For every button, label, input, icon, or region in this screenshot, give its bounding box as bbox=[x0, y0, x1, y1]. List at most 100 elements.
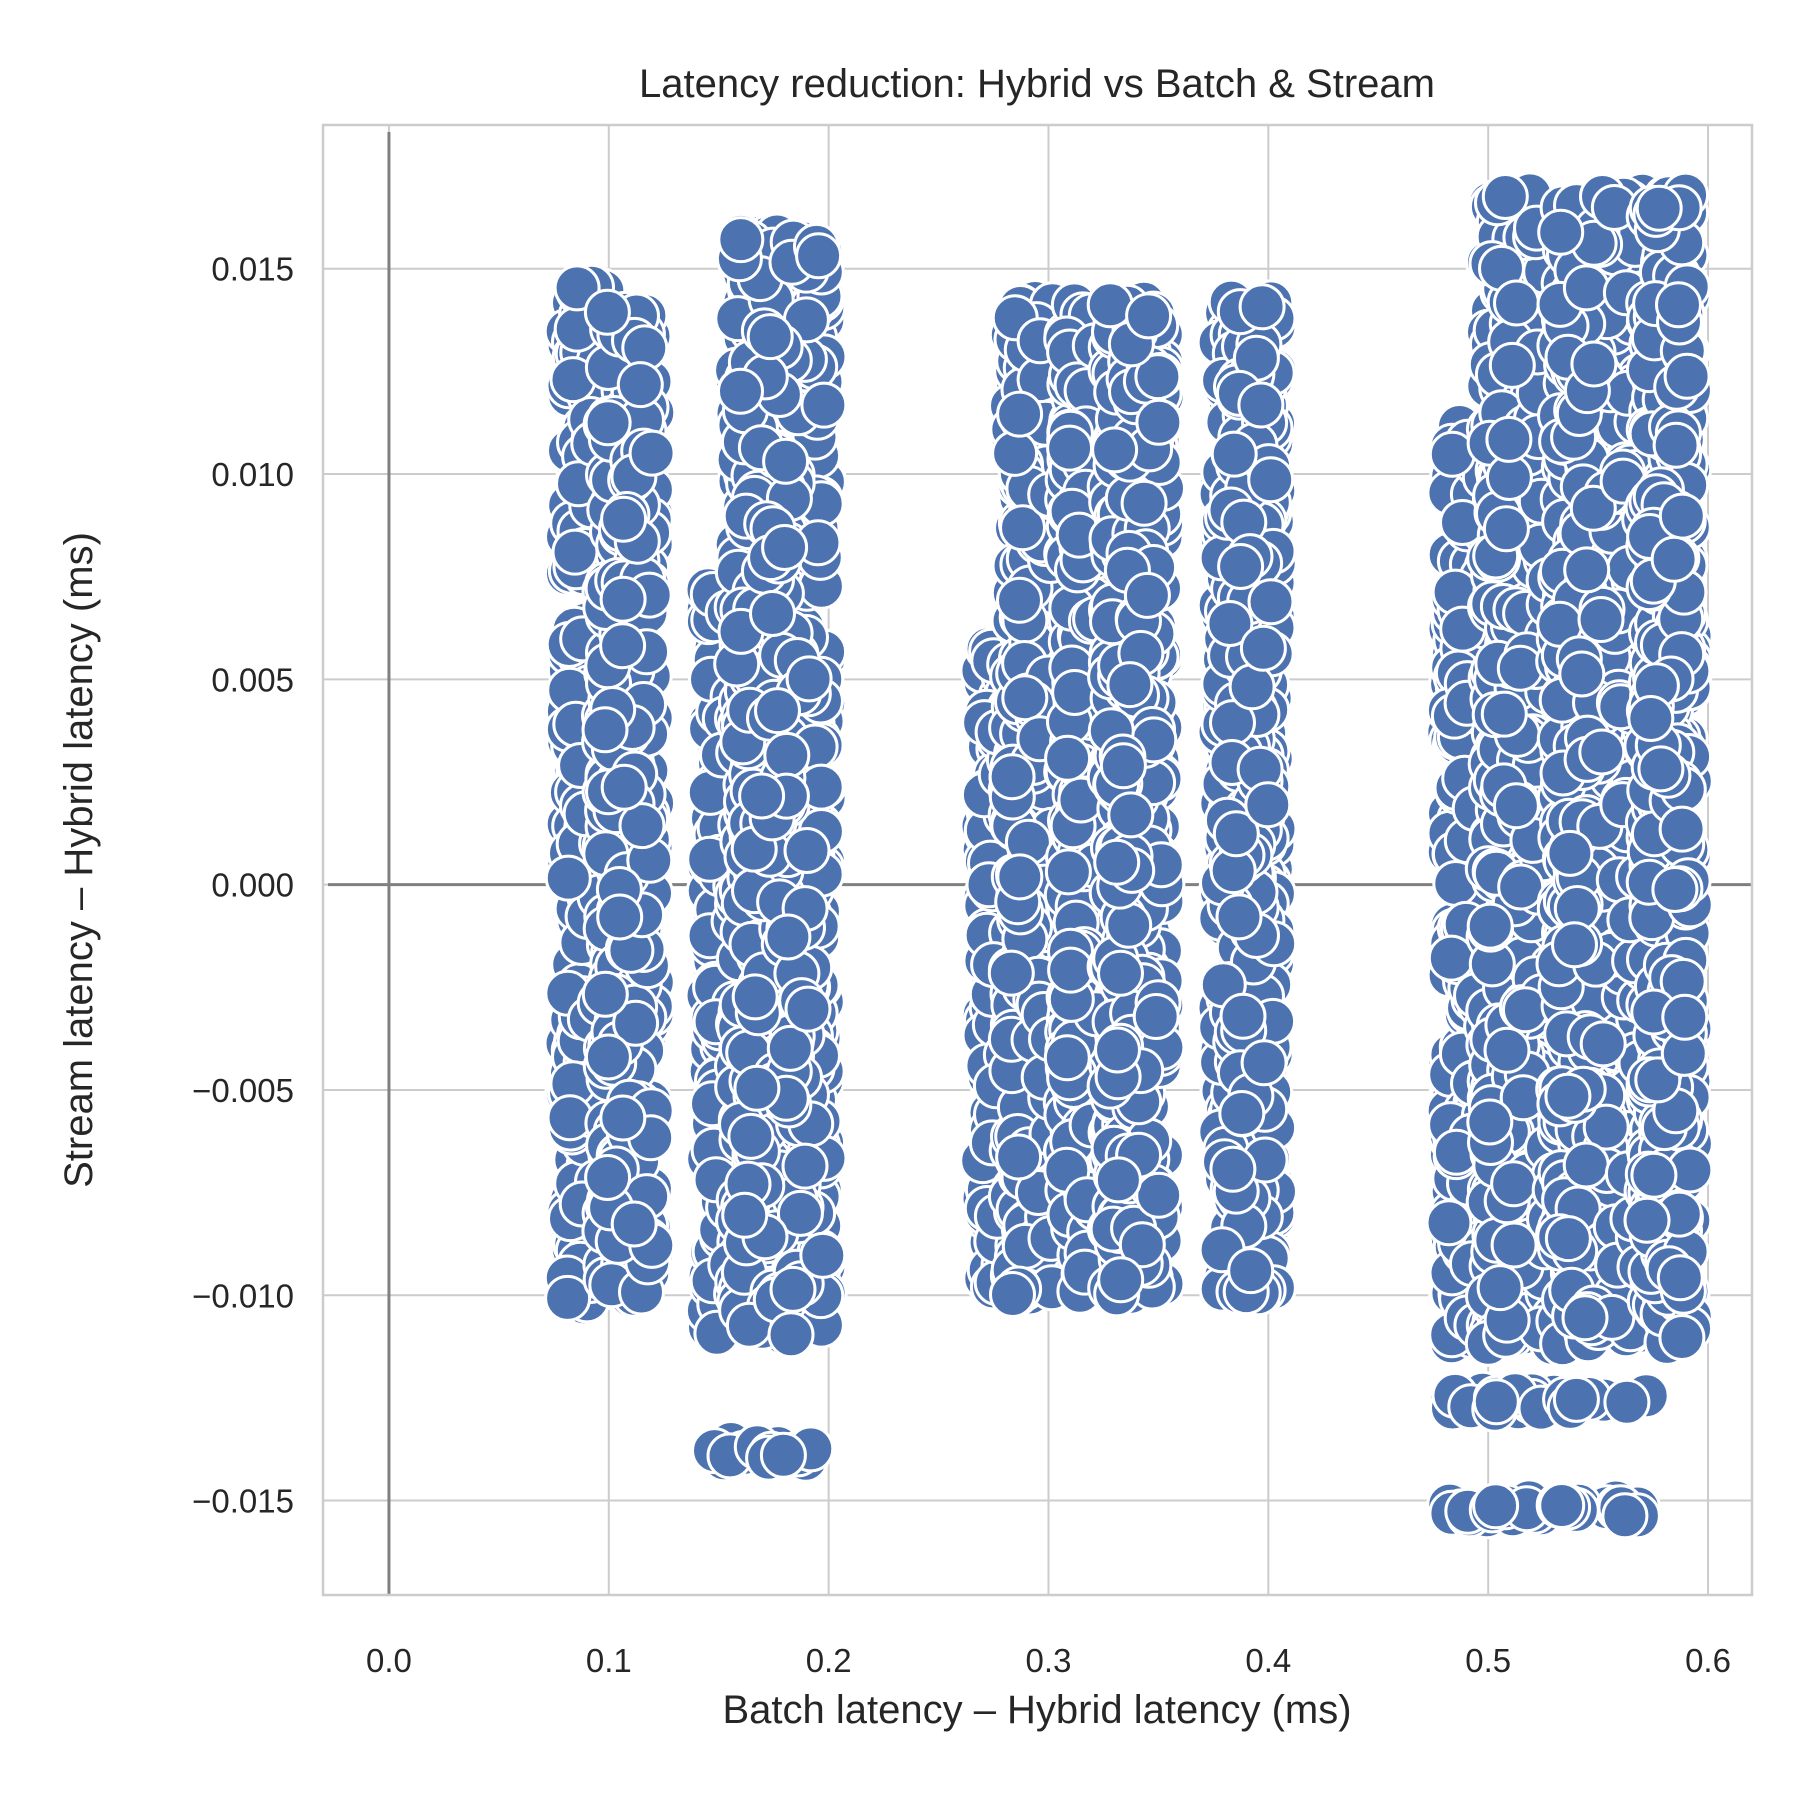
data-point bbox=[989, 1271, 1036, 1318]
data-point bbox=[1001, 674, 1049, 722]
data-point bbox=[1209, 1145, 1257, 1193]
data-point bbox=[584, 399, 632, 447]
data-point bbox=[1218, 1090, 1266, 1137]
data-point bbox=[754, 687, 801, 735]
data-point bbox=[581, 970, 629, 1018]
data-points bbox=[543, 171, 1714, 1540]
data-point bbox=[1237, 381, 1285, 429]
data-point bbox=[544, 854, 592, 902]
data-point bbox=[616, 361, 664, 409]
data-point bbox=[1044, 848, 1092, 896]
data-point bbox=[759, 1431, 807, 1479]
data-point bbox=[1043, 1034, 1091, 1082]
data-point bbox=[583, 288, 631, 336]
data-point bbox=[1247, 456, 1295, 504]
data-point bbox=[764, 913, 812, 961]
data-point bbox=[1227, 1247, 1275, 1295]
data-point bbox=[584, 1033, 632, 1081]
data-point bbox=[800, 381, 848, 429]
data-point bbox=[1135, 1171, 1183, 1219]
data-point bbox=[738, 772, 786, 820]
data-point bbox=[1123, 571, 1171, 619]
data-point bbox=[596, 893, 644, 941]
data-point bbox=[995, 1133, 1043, 1181]
data-point bbox=[1091, 426, 1139, 474]
data-point bbox=[1135, 398, 1183, 446]
data-point bbox=[769, 1265, 817, 1313]
data-point bbox=[600, 495, 648, 543]
data-point bbox=[1488, 341, 1536, 389]
data-point bbox=[1472, 1482, 1520, 1530]
data-point bbox=[996, 576, 1043, 624]
data-point bbox=[1044, 734, 1092, 782]
data-point bbox=[767, 1311, 815, 1359]
data-point bbox=[721, 1191, 769, 1239]
data-point bbox=[987, 949, 1035, 997]
data-point bbox=[1240, 1039, 1288, 1087]
data-point bbox=[1238, 283, 1286, 331]
data-point bbox=[746, 313, 794, 361]
data-point bbox=[1125, 292, 1173, 340]
data-point bbox=[1476, 1264, 1524, 1312]
data-point bbox=[1466, 1098, 1514, 1146]
data-point bbox=[1497, 863, 1545, 911]
data-point bbox=[1094, 1026, 1141, 1074]
data-point bbox=[766, 1024, 814, 1072]
chart-title: Latency reduction: Hybrid vs Batch & Str… bbox=[639, 62, 1435, 106]
data-point bbox=[1215, 893, 1263, 941]
data-point bbox=[1485, 415, 1533, 463]
data-point bbox=[1093, 838, 1141, 886]
data-point bbox=[1239, 624, 1287, 672]
data-point bbox=[727, 1112, 775, 1160]
data-point bbox=[1046, 424, 1094, 472]
data-point bbox=[1493, 279, 1540, 327]
data-point bbox=[1492, 782, 1540, 830]
data-point bbox=[1490, 1221, 1538, 1269]
data-point bbox=[781, 1142, 829, 1190]
data-point bbox=[717, 216, 765, 264]
data-point bbox=[717, 367, 764, 415]
data-point bbox=[1247, 578, 1295, 626]
data-point bbox=[610, 1200, 658, 1248]
data-point bbox=[599, 575, 647, 623]
data-point bbox=[1552, 1375, 1600, 1423]
data-point bbox=[584, 1154, 632, 1201]
data-point bbox=[988, 753, 1036, 801]
data-point bbox=[1244, 781, 1292, 829]
data-point bbox=[1490, 1160, 1538, 1208]
data-point bbox=[628, 429, 676, 477]
data-point bbox=[1120, 479, 1168, 527]
data-point bbox=[1496, 644, 1544, 692]
data-point bbox=[1472, 1378, 1520, 1426]
data-point bbox=[763, 731, 811, 779]
data-point bbox=[761, 524, 809, 571]
data-point bbox=[599, 1094, 647, 1142]
data-point bbox=[731, 973, 779, 1021]
data-point bbox=[733, 1064, 781, 1112]
data-point bbox=[1482, 505, 1530, 553]
data-point bbox=[1425, 1199, 1473, 1247]
data-point bbox=[762, 437, 810, 485]
data-point bbox=[1466, 902, 1514, 950]
data-point bbox=[1097, 1256, 1145, 1304]
data-point bbox=[1094, 1156, 1142, 1204]
data-point bbox=[600, 763, 648, 811]
data-point bbox=[795, 232, 843, 280]
data-point bbox=[1107, 791, 1155, 839]
data-point bbox=[784, 985, 832, 1033]
data-point bbox=[996, 853, 1044, 901]
data-point bbox=[599, 622, 647, 670]
data-point bbox=[1106, 661, 1154, 709]
data-point bbox=[1099, 742, 1147, 790]
data-point bbox=[1538, 1482, 1586, 1529]
data-point bbox=[1047, 946, 1095, 994]
data-point bbox=[991, 429, 1039, 477]
data-point bbox=[799, 1231, 847, 1279]
data-point bbox=[1603, 1378, 1651, 1426]
data-point bbox=[544, 1274, 592, 1322]
data-point bbox=[581, 706, 629, 754]
data-point bbox=[1219, 992, 1267, 1040]
data-point bbox=[1601, 1492, 1649, 1540]
data-point bbox=[618, 802, 666, 850]
